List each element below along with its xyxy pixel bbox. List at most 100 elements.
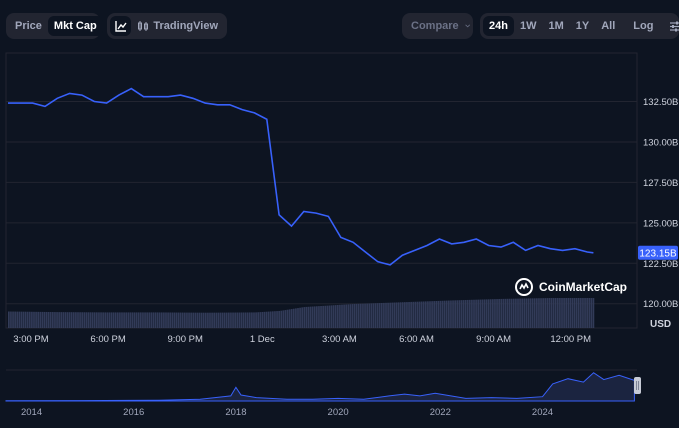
currency-label: USD [650,319,671,330]
volume-bar [305,306,308,328]
range-1w[interactable]: 1W [519,20,537,32]
volume-bar [70,312,73,328]
volume-bar [142,312,144,328]
tradingview-button[interactable]: TradingView [131,16,224,36]
volume-bar [24,311,27,328]
volume-bar [360,303,362,328]
volume-bar [559,298,561,328]
log-toggle[interactable]: Log [633,20,654,32]
volume-bar [33,311,35,328]
volume-bar [406,302,408,328]
x-tick-label: 12:00 PM [550,334,591,345]
market-cap-chart[interactable]: 120.00B 122.50B 125.00B 127.50B 130.00B 132.5… [0,40,679,350]
volume-bar [280,310,283,328]
volume-bar [588,298,591,328]
volume-bar [200,312,203,328]
volume-bar [72,312,75,328]
volume-bar [448,300,450,328]
range-1y[interactable]: 1Y [575,20,590,32]
tab-mkt-cap[interactable]: Mkt Cap [47,16,103,36]
volume-bar [297,308,299,328]
volume-bar [100,312,102,328]
volume-bar [458,300,461,328]
volume-bar [244,312,247,328]
volume-bar [533,298,536,328]
volume-bar [104,312,107,328]
compare-dropdown[interactable]: Compare [402,13,473,39]
volume-bar [404,302,406,328]
volume-bar [341,304,343,328]
volume-bar [169,312,172,328]
volume-bar [416,301,419,328]
volume-bar [54,312,56,328]
volume-bar [368,303,371,328]
volume-bar [395,302,398,328]
volume-bar [408,301,410,328]
x-tick-label: 1 Dec [250,334,275,345]
volume-bar [207,312,209,328]
volume-bar [83,312,86,328]
volume-bar [228,312,230,328]
settings-button[interactable] [665,16,679,36]
volume-bar [148,312,151,328]
navigator-handle[interactable] [634,377,641,394]
volume-bar [385,302,387,328]
volume-bar [66,312,69,328]
volume-bar [272,311,274,328]
volume-bar [343,304,345,328]
volume-bar [412,301,415,328]
volume-bar [163,312,165,328]
volume-bar [286,309,289,328]
volume-bar [362,303,364,328]
volume-bar [313,306,316,328]
volume-bar [274,311,276,328]
volume-bar [255,312,257,328]
line-chart-button[interactable] [110,16,132,36]
volume-bar [351,304,354,328]
volume-bar [546,298,549,328]
volume-bar [383,302,385,328]
range-1m[interactable]: 1M [548,20,564,32]
volume-bar [538,298,540,328]
volume-bar [28,311,31,328]
volume-bar [196,312,199,328]
volume-bar [211,312,213,328]
volume-bar [378,303,381,328]
range-all[interactable]: All [601,20,616,32]
volume-bar [175,312,178,328]
volume-bar [584,298,586,328]
volume-bar [251,312,253,328]
volume-bar [87,312,90,328]
volume-bar [372,303,375,328]
tab-price[interactable]: Price [15,20,42,32]
history-navigator[interactable]: 2014 2016 2018 2020 2022 2024 [0,368,679,428]
volume-bar [556,298,559,328]
volume-bar [202,312,205,328]
volume-bar [144,312,146,328]
volume-bar [301,307,304,328]
volume-bar [223,312,226,328]
volume-bar [571,298,574,328]
volume-bar [401,302,404,328]
volume-bar [554,298,557,328]
volume-bar [542,298,544,328]
volume-bar [110,312,113,328]
volume-bar [471,299,473,328]
volume-bar [523,298,526,328]
volume-bar [16,311,19,328]
volume-bar [374,303,377,328]
volume-bar [498,298,500,328]
range-24h[interactable]: 24h [483,16,514,36]
coinmarketcap-watermark: CoinMarketCap [514,277,627,297]
volume-bar [433,301,436,328]
volume-bar [225,312,228,328]
volume-bar [506,298,509,328]
volume-bar [544,298,547,328]
volume-bar [238,312,241,328]
volume-bar [240,312,243,328]
volume-bar [37,311,40,328]
y-tick-label: 127.50B [643,178,678,189]
volume-bar [267,311,270,328]
candlestick-icon [138,21,149,31]
volume-bar [217,312,220,328]
